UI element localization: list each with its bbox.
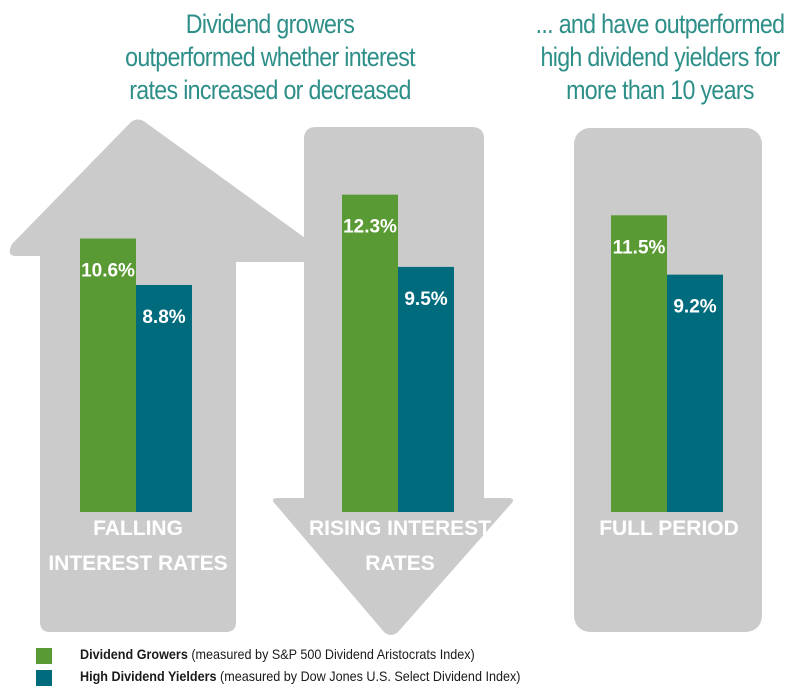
- bar-growers-0: [80, 238, 136, 512]
- bar-value-label: 10.6%: [81, 261, 135, 282]
- headline-left-line: outperformed whether interest: [125, 42, 416, 72]
- category-label: FULL PERIOD: [599, 517, 739, 540]
- legend-description: (measured by S&P 500 Dividend Aristocrat…: [187, 646, 475, 662]
- legend-name: Dividend Growers: [80, 646, 188, 662]
- legend-text-yielders: High Dividend Yielders (measured by Dow …: [80, 668, 520, 684]
- category-label: RATES: [365, 552, 435, 575]
- headline-right: ... and have outperformed high dividend …: [522, 8, 797, 107]
- legend-name: High Dividend Yielders: [80, 668, 217, 684]
- bar-growers-1: [342, 194, 398, 512]
- bar-yielders-0: [136, 284, 192, 512]
- headline-right-line: ... and have outperformed: [535, 9, 785, 39]
- bar-value-label: 12.3%: [343, 217, 397, 238]
- bars-layer: 10.6% 8.8% 12.3% 9.5% 11.5% 9.2%: [80, 194, 723, 513]
- bar-value-label: 9.5%: [404, 289, 447, 310]
- legend-description: (measured by Dow Jones U.S. Select Divid…: [216, 668, 521, 684]
- legend-swatch-growers: [36, 648, 52, 664]
- category-label: RISING INTEREST: [309, 517, 491, 540]
- bar-value-label: 11.5%: [613, 237, 666, 258]
- headline-left: Dividend growers outperformed whether in…: [89, 8, 450, 107]
- headline-left-line: Dividend growers: [185, 9, 355, 39]
- bar-growers-2: [611, 215, 667, 513]
- bar-value-label: 9.2%: [673, 297, 716, 318]
- category-label: INTEREST RATES: [48, 552, 227, 575]
- headline-right-line: high dividend yielders for: [540, 42, 781, 72]
- legend-text-growers: Dividend Growers (measured by S&P 500 Di…: [80, 646, 475, 662]
- bar-yielders-1: [398, 266, 454, 512]
- headline-right-line: more than 10 years: [566, 75, 754, 105]
- category-label: FALLING: [93, 517, 183, 540]
- headline-left-line: rates increased or decreased: [129, 75, 411, 105]
- category-labels-layer: FALLING INTEREST RATES RISING INTEREST RATE…: [48, 517, 738, 575]
- bar-yielders-2: [667, 274, 723, 512]
- bar-chart: 10.6% 8.8% 12.3% 9.5% 11.5% 9.2% FALLING INTER…: [9, 119, 762, 635]
- legend-swatch-yielders: [36, 670, 52, 686]
- bar-value-label: 8.8%: [142, 307, 185, 328]
